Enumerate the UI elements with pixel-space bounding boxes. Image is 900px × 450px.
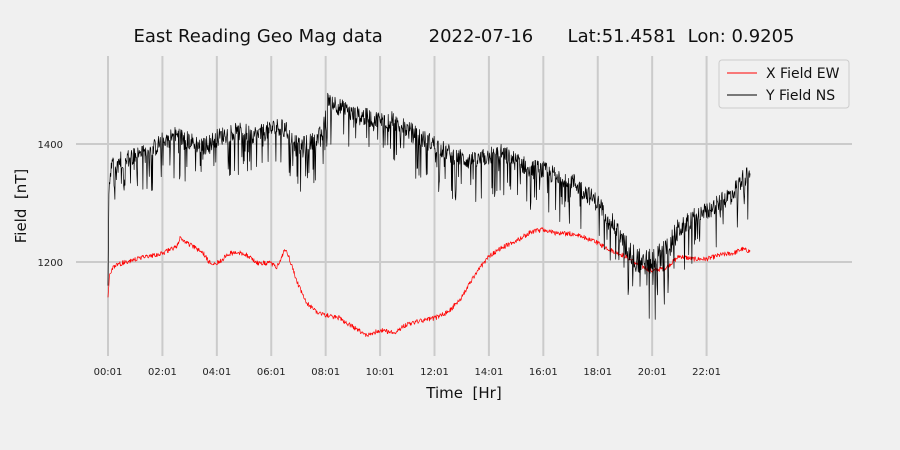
y-tick-labels: 1200 1400 (38, 140, 63, 269)
x-tick-label: 04:01 (202, 367, 231, 378)
x-axis-label: Time [Hr] (425, 384, 501, 402)
x-tick-label: 00:01 (94, 367, 123, 378)
x-tick-label: 08:01 (311, 367, 340, 378)
y-axis-label: Field [nT] (12, 169, 30, 244)
y-tick-label: 1400 (38, 140, 63, 151)
x-tick-label: 18:01 (583, 367, 612, 378)
x-tick-label: 12:01 (420, 367, 449, 378)
series-line-y-field (107, 92, 751, 320)
x-tick-label: 14:01 (475, 367, 504, 378)
x-tick-label: 16:01 (529, 367, 558, 378)
x-tick-label: 06:01 (257, 367, 286, 378)
y-tick-label: 1200 (38, 258, 63, 269)
legend-label-y-field: Y Field NS (765, 88, 835, 104)
x-tick-label: 02:01 (148, 367, 177, 378)
chart-title: East Reading Geo Mag data 2022-07-16 Lat… (133, 26, 794, 47)
x-tick-labels: 00:01 02:01 04:01 06:01 08:01 10:01 12:01 14:01… (94, 367, 721, 378)
series-line-x-field (107, 227, 751, 338)
x-tick-label: 20:01 (638, 367, 667, 378)
legend-box (718, 59, 850, 109)
legend-label-x-field: X Field EW (766, 66, 840, 82)
x-tick-label: 10:01 (366, 367, 395, 378)
legend: X Field EW Y Field NS (718, 59, 850, 109)
x-tick-label: 22:01 (692, 367, 721, 378)
series-lines (107, 92, 751, 338)
